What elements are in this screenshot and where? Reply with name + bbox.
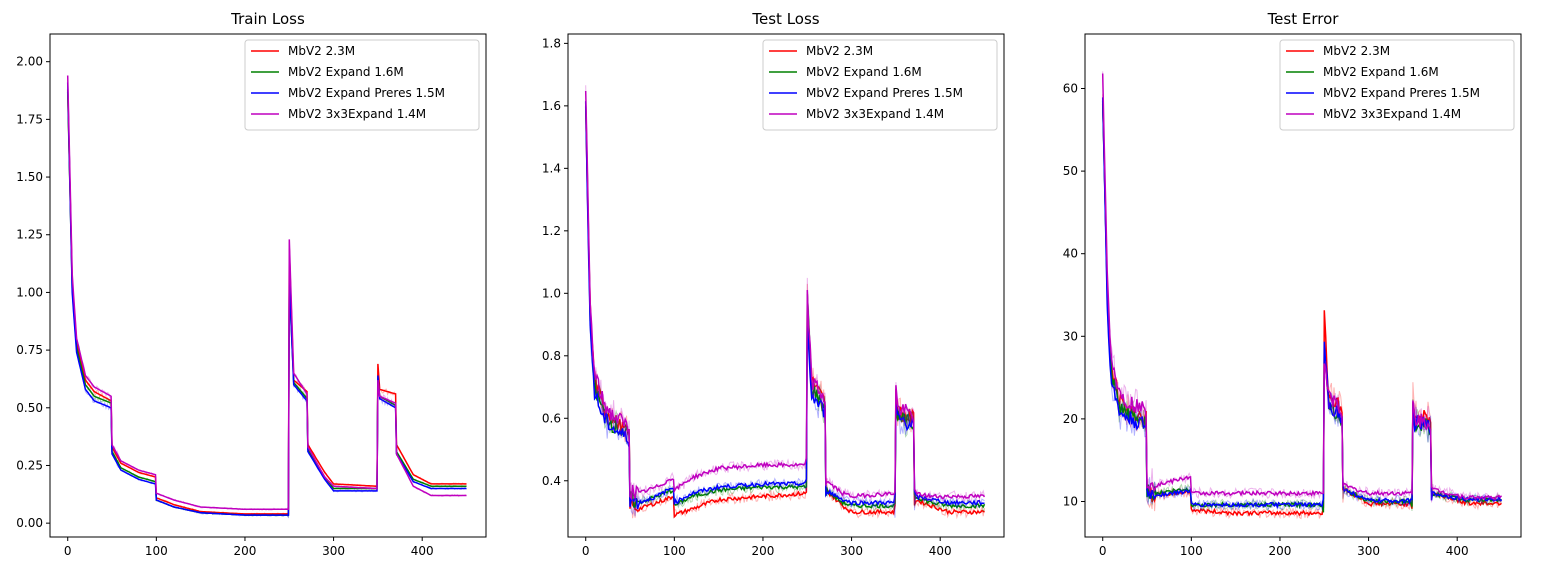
x-tick-label: 0 (1099, 544, 1107, 558)
y-tick-label: 0.00 (16, 516, 43, 530)
y-tick-label: 0.4 (542, 474, 561, 488)
x-tick-label: 200 (1269, 544, 1292, 558)
x-tick-label: 100 (1180, 544, 1203, 558)
y-tick-label: 20 (1063, 412, 1078, 426)
series-line (1101, 100, 1503, 513)
y-tick-label: 1.50 (16, 170, 43, 184)
series-line (584, 90, 986, 501)
series-line (584, 106, 985, 519)
axes-frame (49, 33, 487, 538)
chart-title: Test Error (1267, 10, 1340, 28)
series-line (66, 91, 467, 516)
legend-label: MbV2 3x3Expand 1.4M (288, 107, 426, 121)
y-tick-label: 50 (1063, 164, 1078, 178)
x-tick-label: 100 (145, 544, 168, 558)
series-band (1102, 71, 1502, 503)
legend-box (762, 39, 998, 131)
axes-frame (567, 33, 1005, 538)
series-line (584, 101, 985, 510)
x-tick-label: 300 (840, 544, 863, 558)
legend-label: MbV2 2.3M (806, 44, 873, 58)
series-band (1102, 110, 1502, 512)
chart-panel-1: Train Loss 0 100 200 300 400 0.00 0.25 0.50 0.75 1… (16, 10, 487, 558)
x-tick-label: 200 (234, 544, 257, 558)
y-tick-label: 0.75 (16, 343, 43, 357)
y-tick-label: 0.6 (542, 411, 561, 425)
y-tick-label: 30 (1063, 329, 1078, 343)
series-band (67, 89, 467, 516)
y-tick-label: 1.2 (542, 224, 561, 238)
series-band (585, 103, 985, 518)
legend: MbV2 2.3M MbV2 Expand 1.6M MbV2 Expand Pre… (762, 39, 998, 131)
y-tick-label: 1.75 (16, 112, 43, 126)
plot-area (584, 85, 986, 520)
chart-panel-2: Test Loss 0 100 200 300 400 0.4 0.6 0.8 1.0 1.2 1.4… (542, 10, 1005, 558)
y-tick-label: 1.6 (542, 99, 561, 113)
y-tick-label: 1.4 (542, 161, 561, 175)
y-tick-label: 1.25 (16, 228, 43, 242)
x-tick-label: 100 (663, 544, 686, 558)
chart-title: Test Loss (751, 10, 819, 28)
series-band (67, 76, 467, 512)
x-tick-label: 0 (582, 544, 590, 558)
plot-area (66, 75, 467, 519)
chart-panel-3: Test Error 0 100 200 300 400 10 20 30 40 50 60 MbV2 … (1063, 10, 1522, 558)
legend-label: MbV2 Expand 1.6M (806, 65, 922, 79)
series-line (1101, 73, 1503, 501)
y-tick-label: 0.25 (16, 458, 43, 472)
y-tick-label: 1.8 (542, 36, 561, 50)
x-tick-label: 400 (1446, 544, 1469, 558)
series-band (1102, 106, 1502, 513)
legend-label: MbV2 3x3Expand 1.4M (806, 107, 944, 121)
series-band (67, 94, 467, 518)
series-line (584, 102, 986, 510)
axes-frame (1084, 33, 1522, 538)
series-band (585, 85, 985, 505)
x-tick-label: 400 (929, 544, 952, 558)
legend-label: MbV2 3x3Expand 1.4M (1323, 107, 1461, 121)
legend-label: MbV2 Expand Preres 1.5M (288, 86, 445, 100)
x-tick-label: 300 (322, 544, 345, 558)
legend-label: MbV2 Expand Preres 1.5M (1323, 86, 1480, 100)
series-band (67, 81, 467, 519)
series-line (66, 82, 467, 516)
series-band (1102, 94, 1502, 520)
series-line (66, 89, 467, 515)
y-tick-label: 1.00 (16, 285, 43, 299)
chart-title: Train Loss (230, 10, 305, 28)
legend-label: MbV2 2.3M (1323, 44, 1390, 58)
y-tick-label: 2.00 (16, 55, 43, 69)
legend-box (1279, 39, 1515, 131)
series-band (585, 126, 985, 520)
series-band (585, 105, 985, 513)
legend-label: MbV2 Expand Preres 1.5M (806, 86, 963, 100)
legend: MbV2 2.3M MbV2 Expand 1.6M MbV2 Expand Pre… (1279, 39, 1515, 131)
plot-area (1101, 71, 1503, 520)
series-line (1101, 97, 1503, 509)
legend: MbV2 2.3M MbV2 Expand 1.6M MbV2 Expand Pre… (244, 39, 480, 131)
y-tick-label: 10 (1063, 494, 1078, 508)
x-tick-label: 200 (752, 544, 775, 558)
legend-label: MbV2 Expand 1.6M (288, 65, 404, 79)
y-tick-label: 1.0 (542, 286, 561, 300)
x-tick-label: 0 (64, 544, 72, 558)
x-tick-label: 400 (411, 544, 434, 558)
x-tick-label: 300 (1357, 544, 1380, 558)
legend-label: MbV2 Expand 1.6M (1323, 65, 1439, 79)
y-tick-label: 0.50 (16, 401, 43, 415)
y-tick-label: 40 (1063, 247, 1078, 261)
legend-box (244, 39, 480, 131)
series-line (1101, 104, 1502, 517)
legend-label: MbV2 2.3M (288, 44, 355, 58)
series-line (66, 75, 467, 511)
y-tick-label: 60 (1063, 82, 1078, 96)
y-tick-label: 0.8 (542, 349, 561, 363)
